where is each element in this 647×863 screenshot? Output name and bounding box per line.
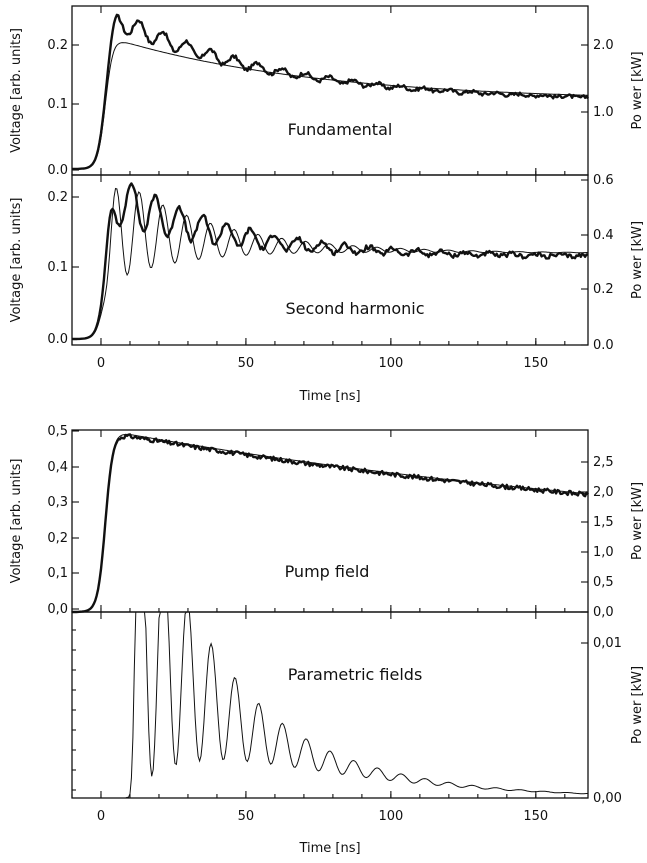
series-line-pump-field-2 (72, 433, 589, 613)
left-axis-title-fundamental: Voltage [arb. units] (9, 28, 24, 153)
left-tick-label-pump-field: 0,4 (47, 460, 68, 475)
panel-annotation-fundamental: Fundamental (288, 120, 393, 139)
x-axis-title-parametric-fields: Time [ns] (298, 841, 360, 856)
right-tick-label-pump-field: 0,5 (593, 575, 614, 590)
right-tick-label-parametric-fields: 0,01 (593, 636, 622, 651)
right-tick-label-second-harmonic: 0.2 (593, 282, 614, 297)
left-tick-label-pump-field: 0,0 (47, 602, 68, 617)
series-line-fundamental-1 (72, 13, 589, 171)
right-tick-label-parametric-fields: 0,00 (593, 791, 622, 806)
left-axis-title-second-harmonic: Voltage [arb. units] (9, 198, 24, 323)
plot-frame-fundamental (71, 5, 589, 176)
x-tick-label-parametric-fields: 0 (97, 809, 105, 824)
left-tick-label-pump-field: 0,5 (47, 424, 68, 439)
series-line-second-harmonic-1 (72, 182, 589, 341)
right-tick-label-pump-field: 0,0 (593, 605, 614, 620)
right-tick-label-second-harmonic: 0.6 (593, 173, 614, 188)
panel-annotation-parametric-fields: Parametric fields (288, 665, 423, 684)
left-tick-label-pump-field: 0,2 (47, 531, 68, 546)
right-axis-title-second-harmonic: Po wer [kW] (630, 221, 645, 299)
left-tick-label-pump-field: 0,1 (47, 566, 68, 581)
plot-frame-second-harmonic (71, 174, 589, 346)
right-axis-title-parametric-fields: Po wer [kW] (630, 666, 645, 744)
right-tick-label-second-harmonic: 0.4 (593, 228, 614, 243)
series-line-parametric-fields-1 (72, 611, 588, 799)
panel-annotation-second-harmonic: Second harmonic (286, 299, 425, 318)
x-tick-label-second-harmonic: 100 (378, 356, 403, 371)
right-tick-label-pump-field: 1,5 (593, 515, 614, 530)
series-line-second-harmonic-2 (72, 187, 589, 340)
series-line-pump-field-1 (72, 433, 589, 614)
x-tick-label-second-harmonic: 0 (97, 356, 105, 371)
right-tick-label-pump-field: 2,5 (593, 455, 614, 470)
right-axis-title-fundamental: Po wer [kW] (630, 51, 645, 129)
x-tick-label-parametric-fields: 50 (238, 809, 255, 824)
left-axis-title-pump-field: Voltage [arb. units] (9, 459, 24, 584)
x-tick-label-parametric-fields: 100 (378, 809, 403, 824)
right-tick-label-second-harmonic: 0.0 (593, 338, 614, 353)
x-tick-label-second-harmonic: 50 (238, 356, 255, 371)
x-tick-label-second-harmonic: 150 (523, 356, 548, 371)
x-tick-label-parametric-fields: 150 (523, 809, 548, 824)
x-axis-title-second-harmonic: Time [ns] (298, 389, 360, 404)
plot-frame-parametric-fields (71, 611, 589, 799)
left-tick-label-second-harmonic: 0.0 (47, 332, 68, 347)
right-tick-label-fundamental: 1.0 (593, 105, 614, 120)
left-tick-label-fundamental: 0.1 (47, 97, 68, 112)
left-tick-label-fundamental: 0.0 (47, 163, 68, 178)
right-tick-label-fundamental: 2.0 (593, 38, 614, 53)
left-tick-label-pump-field: 0,3 (47, 495, 68, 510)
left-tick-label-second-harmonic: 0.2 (47, 190, 68, 205)
right-tick-label-pump-field: 2,0 (593, 485, 614, 500)
series-line-fundamental-2 (72, 42, 588, 170)
right-tick-label-pump-field: 1,0 (593, 545, 614, 560)
panel-annotation-pump-field: Pump field (285, 562, 370, 581)
left-tick-label-fundamental: 0.2 (47, 38, 68, 53)
right-axis-title-pump-field: Po wer [kW] (630, 482, 645, 560)
plot-frame-pump-field (71, 429, 589, 613)
left-tick-label-second-harmonic: 0.1 (47, 260, 68, 275)
